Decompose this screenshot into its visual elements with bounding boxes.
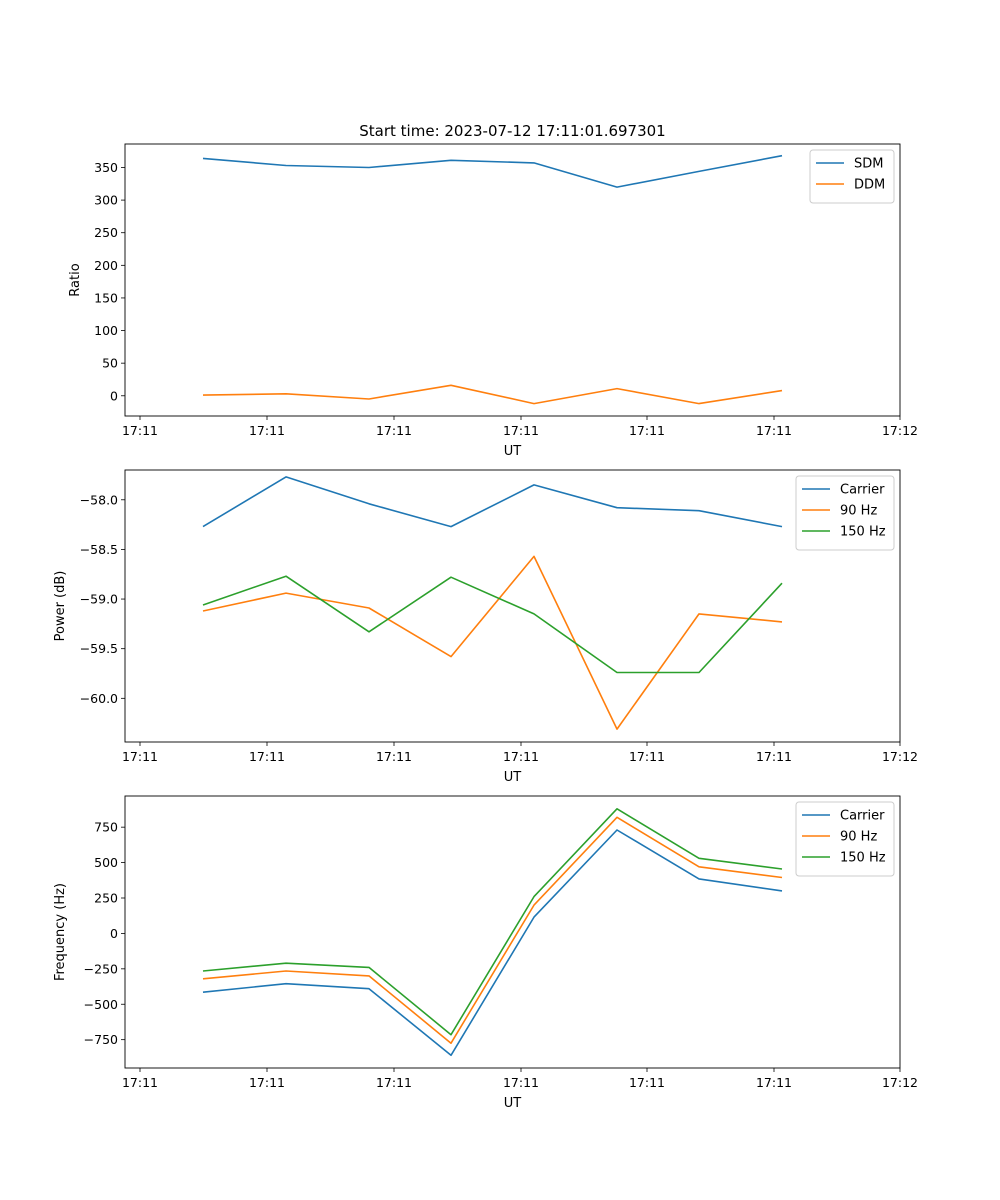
y-tick-label: 0 [110, 926, 118, 941]
axes-frame [124, 795, 901, 1069]
legend: Carrier 90 Hz 150 Hz [795, 475, 895, 551]
legend: Carrier 90 Hz 150 Hz [795, 801, 895, 877]
x-tick-label: 17:11 [249, 423, 285, 438]
x-axis-label: UT [504, 1096, 522, 1111]
legend-label: 90 Hz [840, 830, 877, 845]
x-tick-label: 17:11 [122, 749, 158, 764]
chart-panel-3: 17:11 17:11 17:11 17:11 17:11 17:11 17:12 −750 −… [53, 795, 918, 1111]
y-tick-label: −750 [84, 1032, 118, 1047]
series-line-90-hz [202, 816, 783, 1044]
y-tick-label: 200 [94, 258, 118, 273]
legend-label: Carrier [840, 483, 885, 498]
y-tick-label: 750 [94, 820, 118, 835]
y-tick-label: −59.0 [80, 592, 118, 607]
series-line-ddm [202, 384, 783, 405]
y-tick-label: 50 [102, 356, 118, 371]
series-line-150-hz [202, 807, 783, 1036]
x-tick-label: 17:11 [756, 749, 792, 764]
axes-frame [124, 469, 901, 743]
chart-panel-2: 17:11 17:11 17:11 17:11 17:11 17:11 17:12 −60.0… [53, 469, 918, 785]
y-tick-label: 100 [94, 323, 118, 338]
legend-label: DDM [854, 178, 885, 193]
x-tick-label: 17:11 [756, 1075, 792, 1090]
y-tick-label: 150 [94, 290, 118, 305]
x-tick-label: 17:11 [756, 423, 792, 438]
x-tick-label: 17:11 [376, 749, 412, 764]
legend-label: 150 Hz [840, 851, 886, 866]
x-tick-label: 17:12 [882, 749, 918, 764]
y-tick-label: 250 [94, 891, 118, 906]
x-tick-label: 17:11 [249, 749, 285, 764]
y-tick-label: 300 [94, 193, 118, 208]
x-tick-label: 17:11 [629, 749, 665, 764]
chart-title: Start time: 2023-07-12 17:11:01.697301 [359, 122, 665, 140]
x-tick-label: 17:11 [503, 423, 539, 438]
series-line-carrier [202, 829, 783, 1057]
legend: SDM DDM [809, 149, 895, 204]
y-axis-label: Power (dB) [53, 571, 68, 642]
y-tick-label: −250 [84, 961, 118, 976]
y-axis-label: Frequency (Hz) [53, 883, 68, 981]
x-tick-label: 17:11 [376, 423, 412, 438]
legend-label: SDM [854, 157, 883, 172]
series-line-90-hz [202, 555, 783, 730]
y-tick-label: 250 [94, 225, 118, 240]
chart-panel-1: Start time: 2023-07-12 17:11:01.697301 17… [68, 122, 918, 459]
series-line-150-hz [202, 575, 783, 674]
y-tick-label: −60.0 [80, 691, 118, 706]
y-tick-label: −58.5 [80, 542, 118, 557]
x-tick-label: 17:11 [249, 1075, 285, 1090]
axes-frame [124, 143, 901, 417]
legend-label: 150 Hz [840, 525, 886, 540]
x-tick-label: 17:11 [122, 423, 158, 438]
x-tick-label: 17:12 [882, 1075, 918, 1090]
x-axis-label: UT [504, 444, 522, 459]
x-axis-label: UT [504, 770, 522, 785]
x-tick-label: 17:11 [376, 1075, 412, 1090]
legend-label: 90 Hz [840, 504, 877, 519]
legend-label: Carrier [840, 809, 885, 824]
x-tick-label: 17:11 [122, 1075, 158, 1090]
y-axis-label: Ratio [68, 263, 83, 296]
y-tick-label: 500 [94, 855, 118, 870]
series-line-carrier [202, 476, 783, 528]
y-tick-label: −58.0 [80, 492, 118, 507]
y-tick-label: −500 [84, 997, 118, 1012]
y-tick-label: 0 [110, 388, 118, 403]
x-tick-label: 17:11 [629, 423, 665, 438]
y-tick-label: −59.5 [80, 641, 118, 656]
x-tick-label: 17:12 [882, 423, 918, 438]
x-tick-label: 17:11 [503, 1075, 539, 1090]
x-tick-label: 17:11 [629, 1075, 665, 1090]
x-tick-label: 17:11 [503, 749, 539, 764]
y-tick-label: 350 [94, 160, 118, 175]
series-line-sdm [202, 154, 783, 188]
